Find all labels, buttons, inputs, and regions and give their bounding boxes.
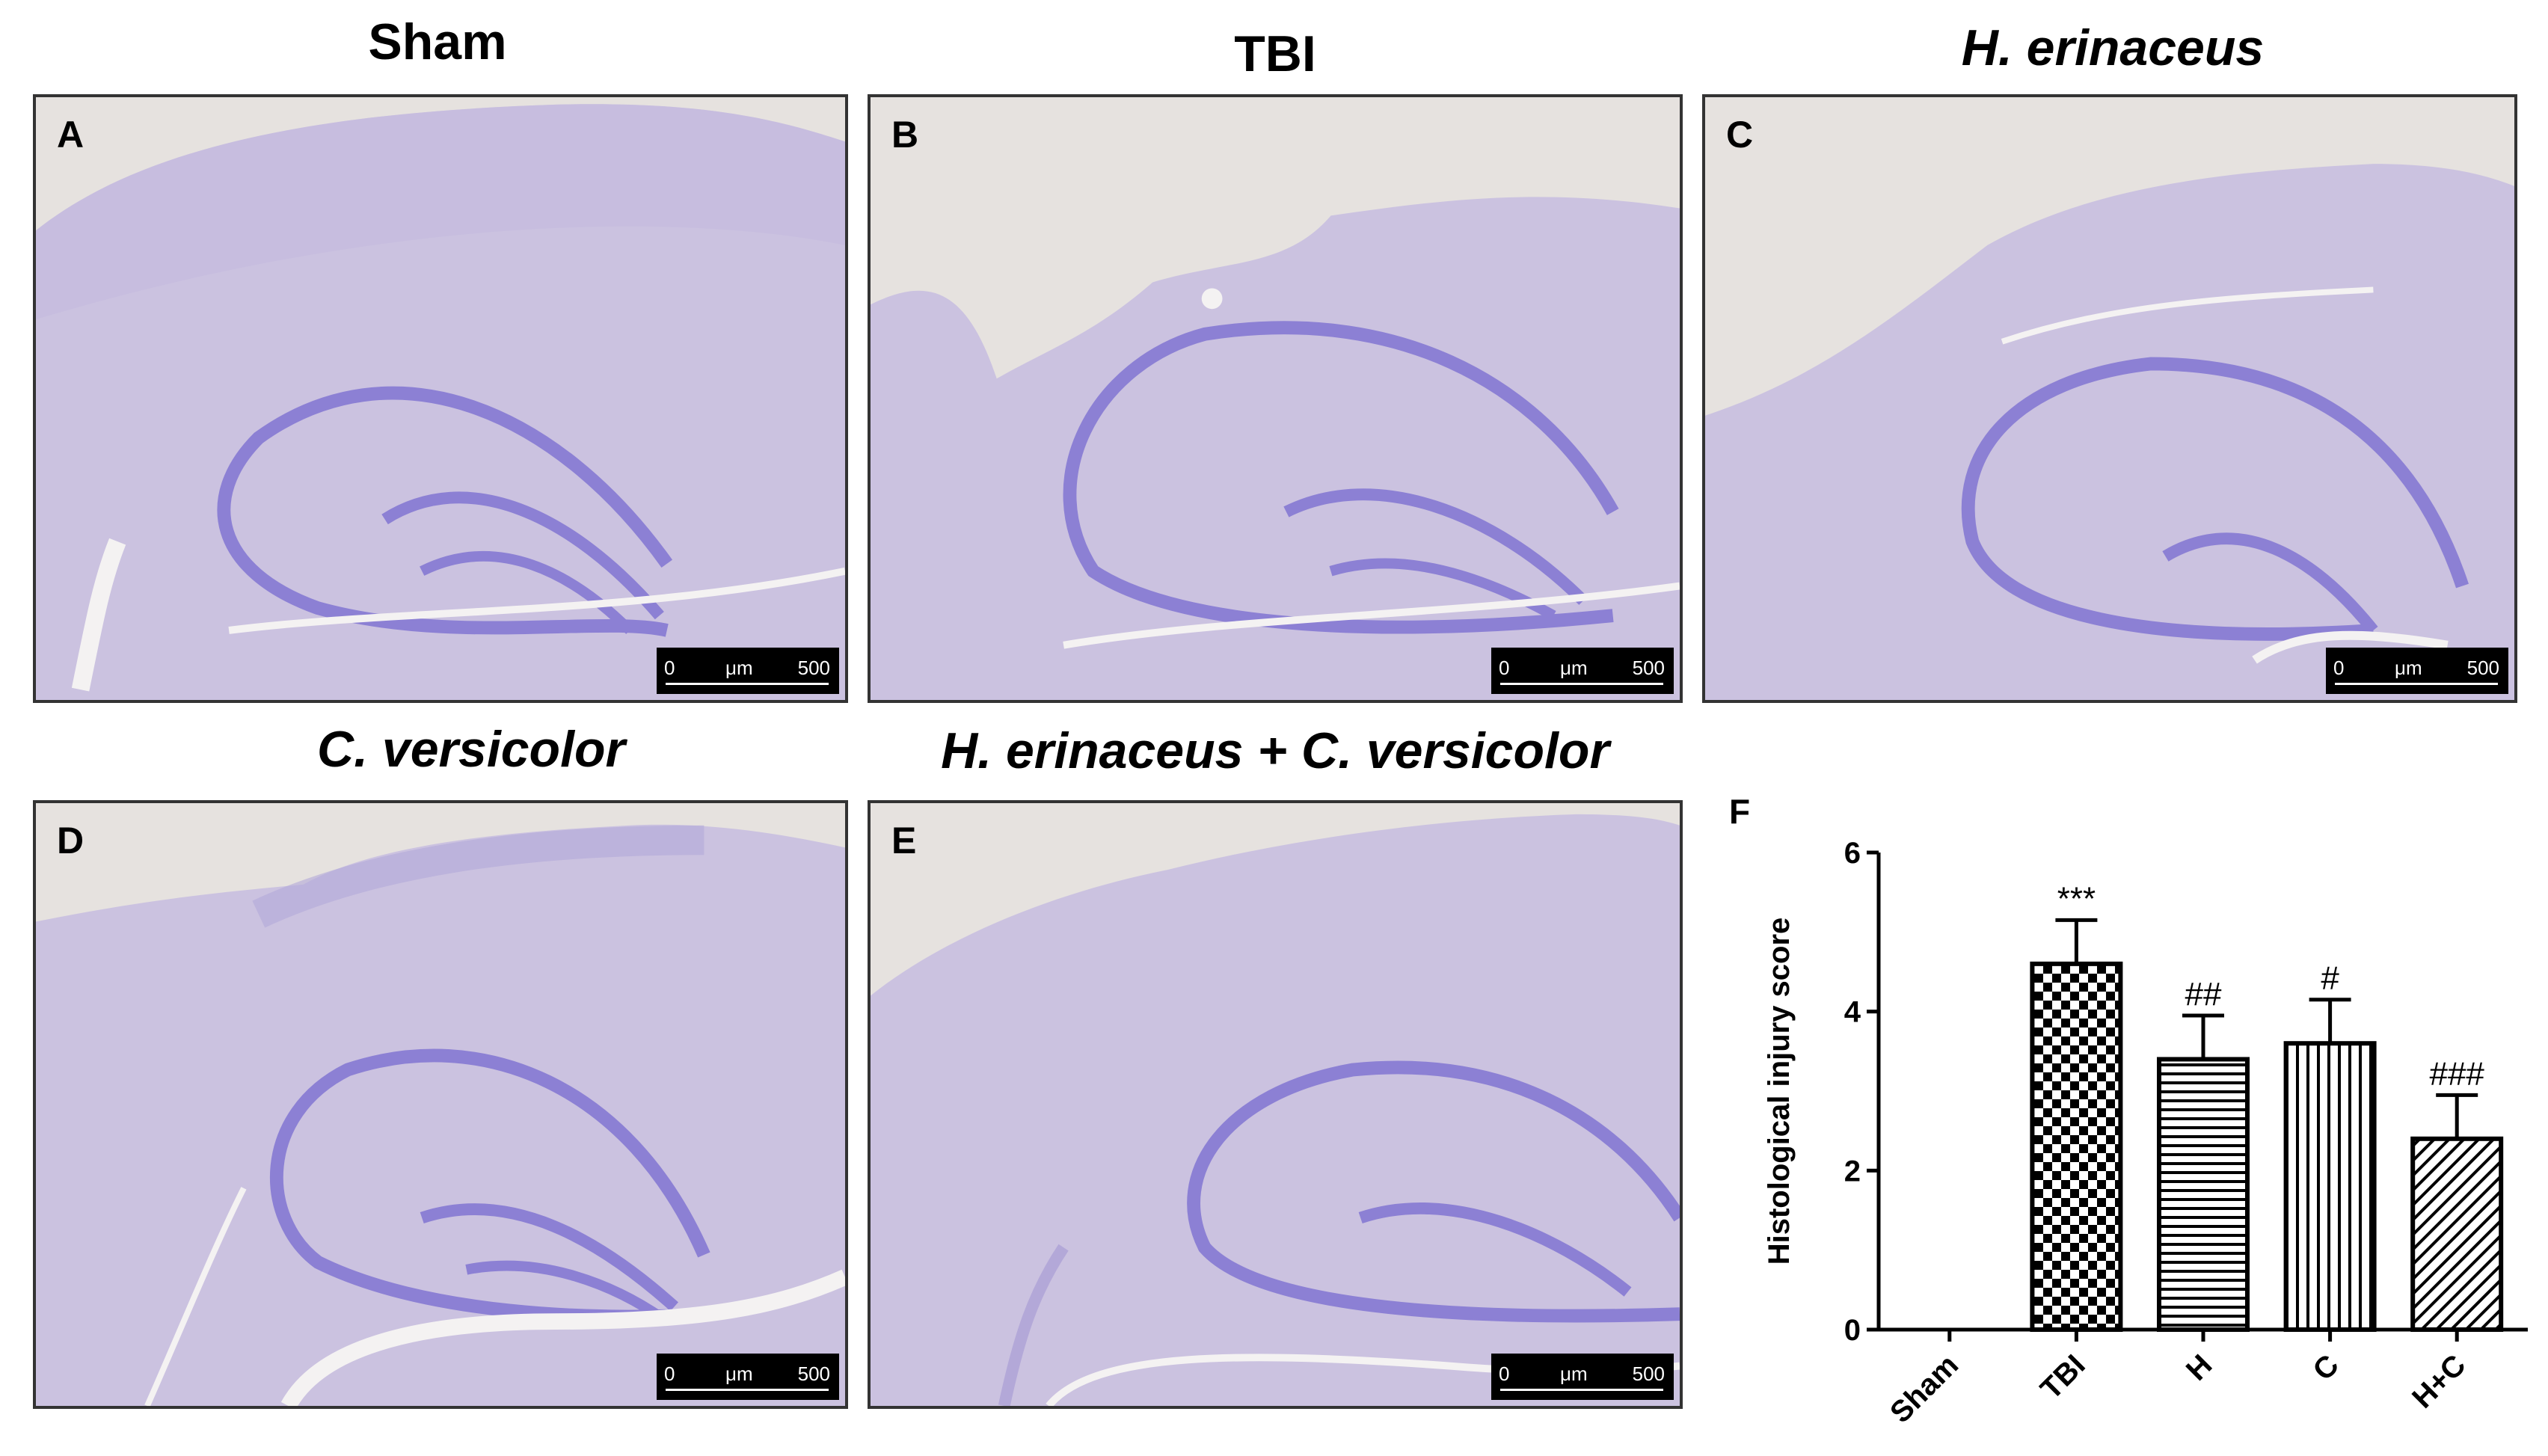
x-tick-label: H	[2180, 1348, 2219, 1387]
panel-a-title: Sham	[368, 13, 507, 70]
panel-b-title: TBI	[1234, 25, 1316, 82]
panel-c-title: H. erinaceus	[1961, 19, 2265, 76]
significance-label: #	[2321, 960, 2339, 997]
panel-letter-a: A	[57, 114, 85, 156]
significance-label: ##	[2185, 976, 2222, 1013]
hippocampus-micrograph-a	[36, 97, 845, 700]
scale-bar-c: 0 μm 500	[2326, 648, 2508, 694]
panel-letter-b: B	[891, 114, 919, 156]
scale-bar-e: 0 μm 500	[1491, 1354, 1674, 1400]
bar-chart-svg: 0 2 4 6 Histological injury score Sham TBI *** H…	[1763, 837, 2528, 1429]
bar-tbi	[2030, 961, 2123, 1332]
hippocampus-micrograph-c	[1705, 97, 2514, 700]
micrograph-panel-e: E 0 μm 500	[868, 800, 1683, 1409]
injury-score-chart: F 0 2 4 6 Histological injury score Sham TBI **…	[1720, 785, 2548, 1456]
scale-bar-a: 0 μm 500	[657, 648, 839, 694]
y-tick-label: 4	[1844, 996, 1861, 1029]
scale-bar-b: 0 μm 500	[1491, 648, 1674, 694]
panel-letter-e: E	[891, 820, 917, 861]
micrograph-panel-b: B 0 μm 500	[868, 94, 1683, 703]
panel-letter-c: C	[1726, 114, 1754, 156]
bar-h-plus-c	[2410, 1136, 2504, 1332]
bar-h	[2157, 1057, 2250, 1332]
x-tick-label: C	[2306, 1348, 2345, 1387]
micrograph-panel-c: C 0 μm 500	[1702, 94, 2517, 703]
y-tick-label: 6	[1844, 837, 1861, 870]
micrograph-panel-a: A 0 μm 500	[33, 94, 848, 703]
micrograph-panel-d: D 0 μm 500	[33, 800, 848, 1409]
y-axis-label: Histological injury score	[1763, 918, 1796, 1265]
scale-bar-d: 0 μm 500	[657, 1354, 839, 1400]
hippocampus-micrograph-b	[871, 97, 1680, 700]
y-tick-label: 0	[1844, 1314, 1861, 1347]
panel-letter-d: D	[57, 820, 85, 861]
x-tick-label: Sham	[1884, 1348, 1965, 1429]
y-tick-label: 2	[1844, 1155, 1861, 1188]
bar-c	[2283, 1041, 2377, 1332]
x-tick-label: H+C	[2406, 1348, 2472, 1414]
panel-e-title: H. erinaceus + C. versicolor	[941, 722, 1609, 779]
panel-letter-f: F	[1729, 792, 1751, 831]
hippocampus-micrograph-d	[36, 803, 845, 1406]
hippocampus-micrograph-e	[871, 803, 1680, 1406]
x-tick-label: TBI	[2034, 1348, 2092, 1406]
panel-d-title: C. versicolor	[317, 721, 625, 778]
significance-label: ***	[2057, 880, 2096, 917]
significance-label: ###	[2429, 1055, 2484, 1092]
